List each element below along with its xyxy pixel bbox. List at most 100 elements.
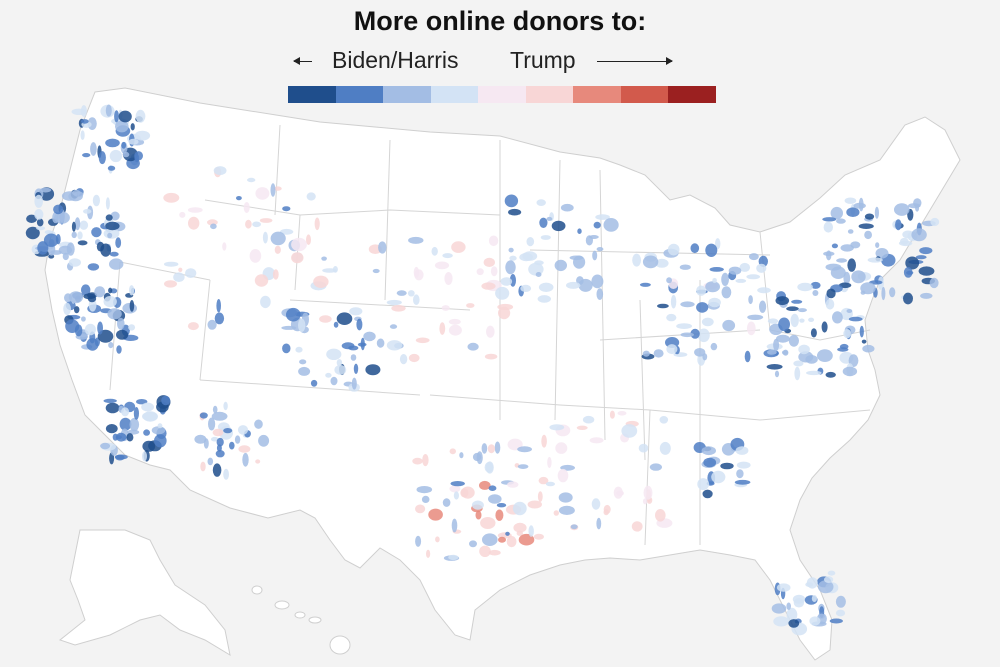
zip-region-14-3 xyxy=(260,295,271,309)
zip-region-15-31 xyxy=(442,253,453,259)
zip-region-3-19 xyxy=(80,130,85,141)
zip-region-7-20 xyxy=(774,370,780,378)
zip-region-12-22 xyxy=(426,549,431,558)
zip-region-15-1 xyxy=(399,354,408,365)
zip-region-5-8 xyxy=(212,405,218,414)
zip-region-6-38 xyxy=(867,257,883,263)
zip-region-7-22 xyxy=(846,309,853,313)
zip-region-7-37 xyxy=(832,311,843,324)
zip-region-6-62 xyxy=(826,250,832,261)
zip-region-0-67 xyxy=(105,197,110,210)
zip-region-6-50 xyxy=(858,223,874,229)
zip-region-14-13 xyxy=(187,207,203,213)
zip-region-6-63 xyxy=(864,230,872,240)
legend-swatch-7 xyxy=(573,86,621,103)
zip-region-8-56 xyxy=(708,297,721,308)
zip-region-8-43 xyxy=(680,332,694,338)
zip-region-13-4 xyxy=(589,437,604,444)
zip-region-7-3 xyxy=(776,334,790,343)
zip-region-0-12 xyxy=(110,211,120,221)
zip-region-7-58 xyxy=(825,371,836,378)
zip-region-11-20 xyxy=(776,583,791,592)
zip-region-7-0 xyxy=(786,306,799,312)
zip-region-11-11 xyxy=(829,618,843,624)
zip-region-12-35 xyxy=(480,517,496,529)
zip-region-8-30 xyxy=(715,238,721,250)
zip-region-15-23 xyxy=(466,303,475,308)
zip-region-8-51 xyxy=(705,243,718,257)
zip-region-6-37 xyxy=(851,270,866,284)
zip-region-7-41 xyxy=(797,282,813,292)
zip-region-14-39 xyxy=(252,221,261,228)
zip-region-9-22 xyxy=(569,255,584,261)
zip-region-6-34 xyxy=(915,255,927,260)
zip-region-13-33 xyxy=(557,468,569,483)
zip-region-11-3 xyxy=(786,607,798,622)
zip-region-4-3 xyxy=(298,366,311,376)
zip-region-15-6 xyxy=(448,324,462,336)
zip-region-5-6 xyxy=(212,463,222,477)
zip-region-0-52 xyxy=(37,241,49,255)
zip-region-2-35 xyxy=(105,424,118,434)
zip-region-6-4 xyxy=(830,206,843,220)
zip-region-6-55 xyxy=(903,267,913,278)
zip-region-6-47 xyxy=(853,202,866,209)
zip-region-2-1 xyxy=(105,402,120,414)
zip-region-3-29 xyxy=(98,151,106,165)
zip-region-12-1 xyxy=(422,454,429,467)
zip-region-0-31 xyxy=(79,220,89,230)
map-title: More online donors to: xyxy=(353,6,647,36)
zip-region-14-1 xyxy=(255,187,270,200)
zip-region-7-23 xyxy=(825,299,835,310)
zip-region-13-12 xyxy=(570,524,578,530)
zip-region-9-25 xyxy=(519,253,533,262)
legend-swatch-2 xyxy=(335,86,383,103)
zip-region-15-20 xyxy=(476,268,484,276)
zip-region-15-7 xyxy=(484,353,498,360)
zip-region-13-36 xyxy=(621,424,638,438)
zip-region-15-16 xyxy=(488,235,499,247)
zip-region-12-30 xyxy=(512,501,527,516)
zip-region-9-14 xyxy=(500,277,513,286)
zip-region-14-45 xyxy=(213,166,227,176)
zip-region-6-58 xyxy=(920,292,933,299)
zip-region-6-23 xyxy=(902,230,914,239)
zip-region-9-33 xyxy=(578,278,593,292)
zip-region-4-33 xyxy=(295,346,303,353)
zip-region-15-14 xyxy=(407,290,415,297)
zip-region-14-18 xyxy=(254,274,269,287)
zip-region-2-25 xyxy=(100,442,111,450)
zip-region-7-39 xyxy=(826,288,836,299)
zip-region-5-9 xyxy=(208,417,216,431)
zip-region-4-19 xyxy=(350,354,357,361)
zip-region-0-55 xyxy=(87,263,100,271)
zip-region-3-23 xyxy=(115,120,129,133)
zip-region-4-34 xyxy=(341,342,355,350)
zip-region-4-9 xyxy=(330,376,338,386)
zip-region-6-52 xyxy=(831,243,839,249)
zip-region-13-23 xyxy=(538,476,549,485)
zip-region-15-11 xyxy=(439,322,446,335)
zip-region-15-9 xyxy=(413,294,420,306)
zip-region-12-37 xyxy=(495,509,504,521)
zip-region-10-16 xyxy=(701,446,716,456)
zip-region-6-51 xyxy=(843,271,851,285)
zip-region-1-49 xyxy=(68,291,83,304)
zip-region-12-50 xyxy=(471,500,484,510)
zip-region-4-32 xyxy=(281,325,297,330)
zip-region-4-16 xyxy=(299,359,307,365)
zip-region-13-24 xyxy=(576,425,588,430)
zip-region-12-58 xyxy=(451,518,458,533)
zip-region-1-45 xyxy=(107,308,122,320)
zip-region-11-18 xyxy=(786,602,791,610)
zip-region-6-45 xyxy=(903,292,913,305)
zip-region-12-39 xyxy=(415,535,422,547)
zip-region-12-51 xyxy=(412,457,423,465)
zip-region-14-21 xyxy=(178,267,183,272)
zip-region-8-15 xyxy=(728,266,742,275)
zip-region-8-2 xyxy=(749,253,759,261)
zip-region-15-39 xyxy=(389,324,398,329)
zip-region-5-3 xyxy=(215,450,225,458)
zip-region-2-22 xyxy=(103,398,117,403)
zip-region-12-29 xyxy=(416,486,433,494)
